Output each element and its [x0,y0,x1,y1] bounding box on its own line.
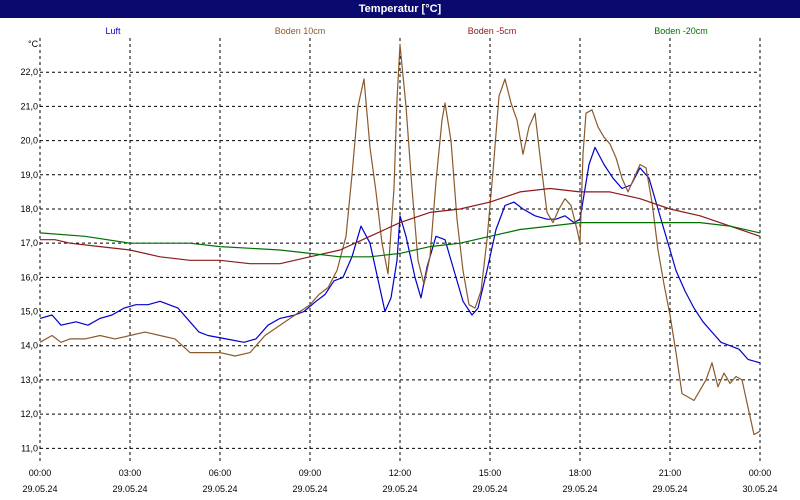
x-tick-time: 00:00 [749,468,772,478]
x-tick-date: 29.05.24 [112,484,147,494]
y-tick-label: 18,0 [20,204,38,214]
y-tick-label: 17,0 [20,238,38,248]
series-line [39,44,761,436]
x-tick-date: 29.05.24 [652,484,687,494]
y-tick-label: 14,0 [20,341,38,351]
y-tick-label: 15,0 [20,307,38,317]
x-tick-time: 18:00 [569,468,592,478]
legend-entry: Luft [105,26,121,36]
series-line [39,222,761,258]
x-tick-time: 15:00 [479,468,502,478]
y-tick-label: 20,0 [20,136,38,146]
y-tick-label: 21,0 [20,101,38,111]
y-tick-label: 13,0 [20,375,38,385]
legend-entry: Boden -20cm [654,26,708,36]
x-tick-date: 29.05.24 [292,484,327,494]
y-tick-label: 19,0 [20,170,38,180]
x-tick-date: 29.05.24 [472,484,507,494]
x-tick-date: 29.05.24 [382,484,417,494]
legend-entry: Boden 10cm [275,26,326,36]
series-line [40,187,761,265]
y-tick-label: 11,0 [21,443,38,453]
x-tick-date: 30.05.24 [742,484,777,494]
chart-title: Temperatur [°C] [0,0,800,18]
x-tick-time: 21:00 [659,468,682,478]
x-tick-date: 29.05.24 [562,484,597,494]
x-tick-time: 00:00 [29,468,52,478]
x-tick-time: 09:00 [299,468,322,478]
x-tick-time: 03:00 [119,468,142,478]
y-tick-label: 22,0 [20,67,38,77]
y-axis-label: °C [28,39,39,49]
legend-entry: Boden -5cm [468,26,517,36]
y-tick-label: 16,0 [20,272,38,282]
x-tick-time: 06:00 [209,468,232,478]
x-tick-date: 29.05.24 [22,484,57,494]
x-tick-time: 12:00 [389,468,412,478]
x-tick-date: 29.05.24 [202,484,237,494]
y-tick-label: 12,0 [20,409,38,419]
